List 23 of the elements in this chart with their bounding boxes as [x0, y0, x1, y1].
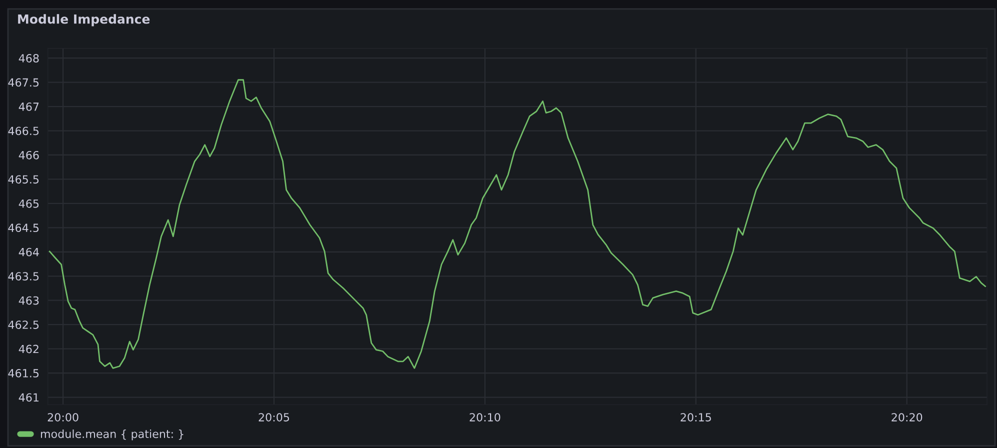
x-tick-label: 20:10 — [470, 413, 500, 422]
y-tick-label: 462.5 — [8, 320, 39, 329]
y-tick-label: 464.5 — [8, 224, 39, 232]
y-tick-label: 462 — [18, 344, 38, 354]
x-tick-label: 20:20 — [892, 413, 922, 422]
y-tick-label: 466 — [18, 150, 39, 160]
y-tick-label: 465 — [18, 199, 39, 208]
y-tick-label: 467 — [18, 102, 39, 111]
y-tick-label: 464 — [18, 248, 39, 256]
y-tick-label: 466.5 — [8, 126, 39, 136]
y-tick-label: 461.5 — [8, 369, 39, 378]
y-tick-label: 467.5 — [8, 78, 39, 87]
y-tick-label: 468 — [18, 54, 39, 62]
x-tick-label: 20:00 — [48, 413, 78, 422]
x-tick-label: 20:05 — [258, 413, 290, 422]
y-tick-label: 461 — [18, 393, 38, 402]
y-tick-label: 465.5 — [8, 175, 39, 184]
legend-label: module.mean { patient: } — [40, 429, 184, 440]
chart-title: Module Impedance — [18, 14, 150, 26]
line-series — [48, 79, 986, 369]
y-tick-label: 463 — [18, 296, 39, 305]
y-tick-label: 463.5 — [8, 272, 39, 281]
x-tick-label: 20:15 — [680, 413, 711, 422]
